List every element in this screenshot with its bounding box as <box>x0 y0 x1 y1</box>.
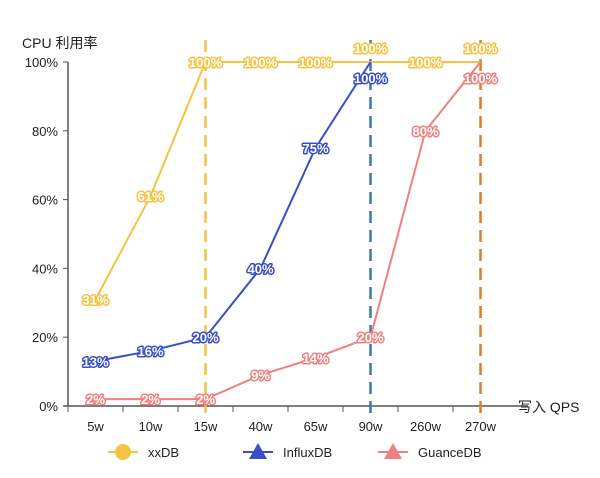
y-axis-title: CPU 利用率 <box>22 35 97 51</box>
y-tick-label: 0% <box>39 399 58 414</box>
series-line-influxdb <box>95 61 372 363</box>
legend-circle-icon <box>115 444 131 460</box>
x-tick-label: 5w <box>87 419 104 434</box>
x-tick-label: 15w <box>194 419 218 434</box>
data-label-guancedb: 2% <box>141 392 160 407</box>
y-tick-label: 100% <box>25 55 59 70</box>
data-label-influxdb: 13% <box>82 354 108 369</box>
x-tick-label: 65w <box>304 419 328 434</box>
x-tick-label: 10w <box>139 419 163 434</box>
data-label-xxdb: 31% <box>82 292 108 307</box>
data-label-guancedb: 80% <box>412 124 438 139</box>
x-axis-title: 写入 QPS <box>518 399 579 415</box>
data-label-xxdb: 100% <box>354 41 388 56</box>
legend-triangle-icon <box>384 443 402 459</box>
data-label-guancedb: 2% <box>196 392 215 407</box>
y-tick-label: 40% <box>32 261 58 276</box>
legend-label: xxDB <box>148 445 179 460</box>
x-tick-label: 40w <box>249 419 273 434</box>
data-label-influxdb: 75% <box>302 141 328 156</box>
y-tick-label: 80% <box>32 124 58 139</box>
data-label-guancedb: 9% <box>251 368 270 383</box>
data-label-influxdb: 100% <box>354 71 388 86</box>
data-label-influxdb: 20% <box>192 330 218 345</box>
legend-triangle-icon <box>249 443 267 459</box>
data-label-influxdb: 16% <box>137 344 163 359</box>
data-label-guancedb: 14% <box>302 351 328 366</box>
data-label-xxdb: 100% <box>409 55 443 70</box>
legend-label: InfluxDB <box>283 445 332 460</box>
data-label-influxdb: 40% <box>247 261 273 276</box>
data-label-xxdb: 61% <box>137 189 163 204</box>
data-label-guancedb: 20% <box>357 330 383 345</box>
x-tick-label: 90w <box>359 419 383 434</box>
data-label-xxdb: 100% <box>189 55 223 70</box>
x-tick-label: 270w <box>465 419 497 434</box>
data-label-xxdb: 100% <box>299 55 333 70</box>
data-label-xxdb: 100% <box>244 55 278 70</box>
data-label-xxdb: 100% <box>464 41 498 56</box>
series-line-xxdb <box>94 61 481 300</box>
x-tick-label: 260w <box>410 419 442 434</box>
data-label-guancedb: 100% <box>464 71 498 86</box>
y-tick-label: 60% <box>32 193 58 208</box>
series-line-guancedb <box>95 61 482 401</box>
data-label-guancedb: 2% <box>86 392 105 407</box>
legend-label: GuanceDB <box>418 445 482 460</box>
y-tick-label: 20% <box>32 330 58 345</box>
